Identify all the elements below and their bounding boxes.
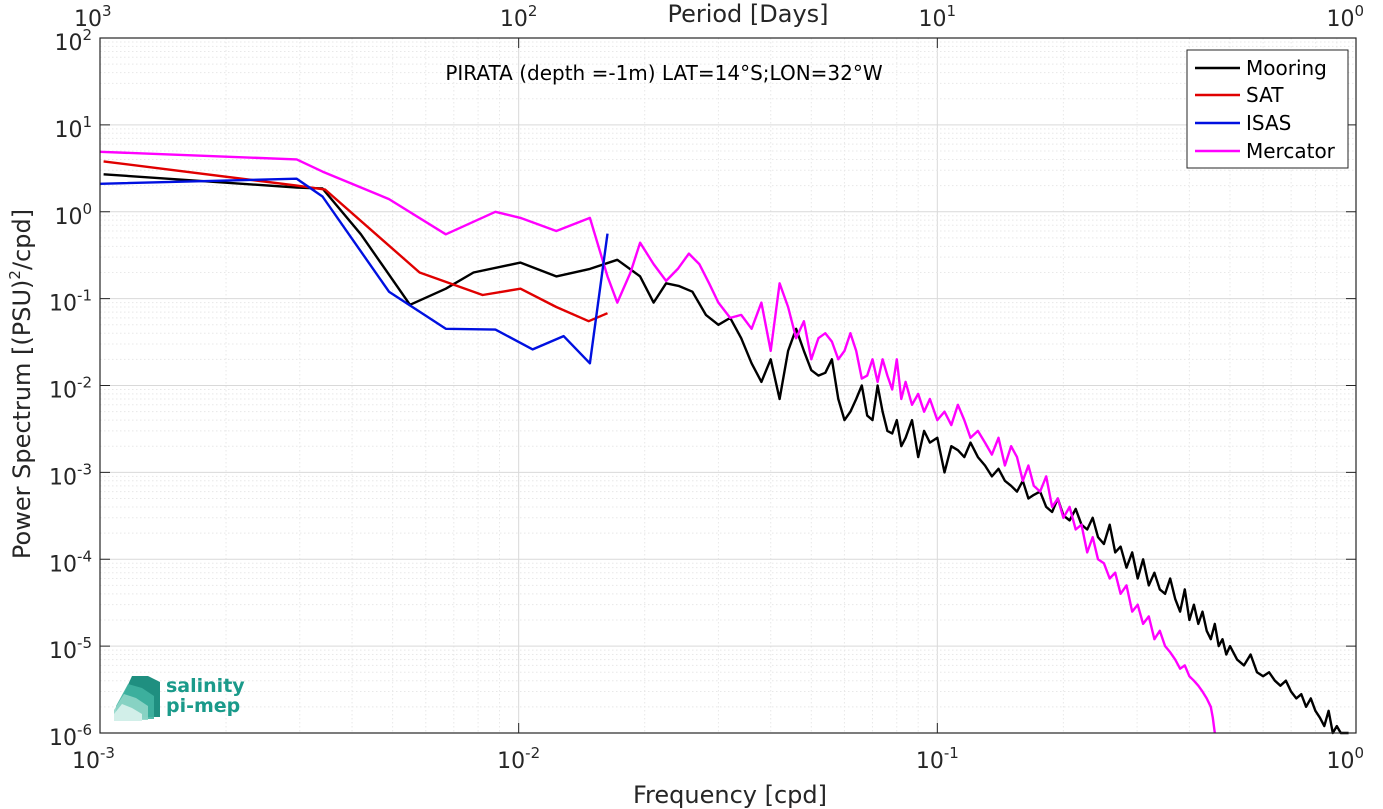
salinity-pi-mep-logo: salinity pi-mep xyxy=(114,675,245,721)
y-tick-label: 10-2 xyxy=(49,374,92,404)
series-line-isas xyxy=(99,177,609,365)
y-tick-label: 10-4 xyxy=(49,547,92,577)
legend-label-mooring: Mooring xyxy=(1246,56,1327,80)
y-axis-title-tail: /cpd] xyxy=(8,209,36,270)
y-axis-title-sup: 2 xyxy=(6,270,24,280)
legend-label-sat: SAT xyxy=(1246,83,1284,107)
x-axis-title: Frequency [cpd] xyxy=(633,781,827,809)
legend: Mooring SAT ISAS Mercator xyxy=(1186,49,1349,169)
y-axis-title-base: Power Spectrum [(PSU) xyxy=(8,280,36,559)
legend-box xyxy=(1186,49,1349,169)
y-tick-label: 10-3 xyxy=(49,460,92,490)
logo-text-salinity: salinity xyxy=(166,675,245,697)
x2-tick-label: 100 xyxy=(1326,2,1364,32)
x-tick-label: 10-2 xyxy=(497,744,540,774)
series-lines xyxy=(99,150,1349,735)
y-tick-label: 10-5 xyxy=(49,634,92,664)
grid xyxy=(99,38,1356,734)
y-tick-label: 10-1 xyxy=(49,287,92,317)
legend-label-isas: ISAS xyxy=(1246,111,1291,135)
x-tick-label: 10-3 xyxy=(72,744,115,774)
x2-tick-label: 102 xyxy=(500,2,538,32)
x-tick-label: 100 xyxy=(1326,744,1364,774)
series-line-sat xyxy=(103,160,608,323)
y-axis-title: Power Spectrum [(PSU)2/cpd] xyxy=(6,209,36,559)
series-line-mercator xyxy=(99,150,1216,734)
x2-tick-label: 103 xyxy=(74,2,112,32)
y-tick-label: 10-6 xyxy=(49,721,92,751)
y-tick-label: 101 xyxy=(54,113,92,143)
wave-logo-icon xyxy=(114,676,160,721)
y-tick-label: 100 xyxy=(54,200,92,230)
logo-text-pimep: pi-mep xyxy=(166,695,240,717)
chart-title: PIRATA (depth =-1m) LAT=14°S;LON=32°W xyxy=(445,61,883,85)
y-tick-label: 102 xyxy=(54,26,92,56)
legend-label-mercator: Mercator xyxy=(1246,139,1336,163)
x-tick-label: 10-1 xyxy=(916,744,959,774)
x2-tick-label: 101 xyxy=(919,2,957,32)
x2-axis-title: Period [Days] xyxy=(667,0,828,28)
series-line-mooring xyxy=(103,173,1349,735)
